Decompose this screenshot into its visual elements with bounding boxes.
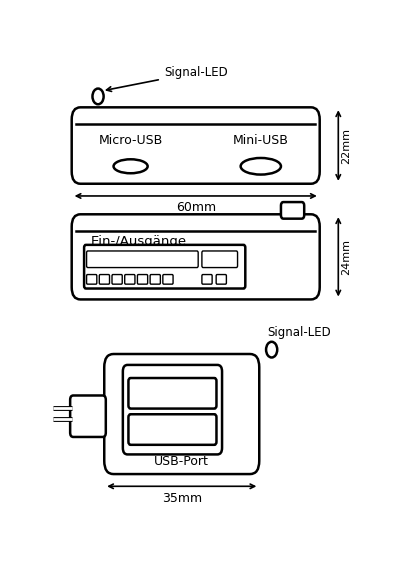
- FancyBboxPatch shape: [112, 274, 122, 284]
- FancyBboxPatch shape: [128, 378, 216, 409]
- Ellipse shape: [241, 158, 281, 175]
- FancyBboxPatch shape: [138, 274, 148, 284]
- FancyBboxPatch shape: [281, 202, 304, 219]
- Text: Ein-/Ausgänge: Ein-/Ausgänge: [90, 235, 186, 248]
- Text: Signal-LED: Signal-LED: [106, 66, 228, 91]
- FancyBboxPatch shape: [84, 245, 245, 289]
- Text: 22mm: 22mm: [342, 128, 352, 163]
- FancyBboxPatch shape: [99, 274, 110, 284]
- FancyBboxPatch shape: [72, 107, 320, 184]
- Text: 35mm: 35mm: [162, 492, 202, 505]
- Text: 60mm: 60mm: [176, 201, 216, 214]
- Ellipse shape: [114, 159, 148, 174]
- FancyBboxPatch shape: [86, 274, 97, 284]
- Text: Signal-LED: Signal-LED: [268, 325, 332, 338]
- FancyBboxPatch shape: [72, 214, 320, 299]
- FancyBboxPatch shape: [70, 396, 106, 437]
- Text: USB-Port: USB-Port: [154, 455, 209, 468]
- FancyBboxPatch shape: [202, 251, 238, 268]
- FancyBboxPatch shape: [163, 274, 173, 284]
- FancyBboxPatch shape: [125, 274, 135, 284]
- Circle shape: [266, 342, 277, 358]
- FancyBboxPatch shape: [123, 365, 222, 454]
- Text: 24mm: 24mm: [342, 239, 352, 275]
- FancyBboxPatch shape: [216, 274, 226, 284]
- Text: PORT1: PORT1: [152, 423, 193, 436]
- FancyBboxPatch shape: [128, 414, 216, 445]
- Text: Mini-USB: Mini-USB: [233, 134, 289, 147]
- FancyBboxPatch shape: [150, 274, 160, 284]
- FancyBboxPatch shape: [104, 354, 259, 474]
- FancyBboxPatch shape: [86, 251, 198, 268]
- FancyBboxPatch shape: [202, 274, 212, 284]
- Circle shape: [92, 88, 104, 104]
- Text: PORT2: PORT2: [152, 387, 193, 400]
- Text: Micro-USB: Micro-USB: [98, 134, 163, 147]
